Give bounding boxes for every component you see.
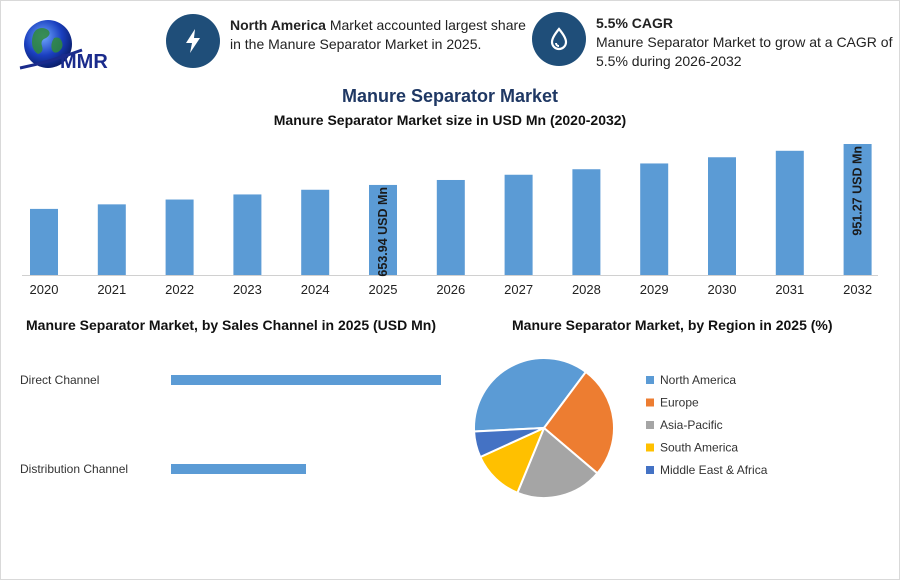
bar-2023 (233, 194, 262, 275)
legend-swatch (646, 398, 654, 407)
bar-2025 (369, 184, 397, 275)
info-cagr: 5.5% CAGR Manure Separator Market to grow… (532, 12, 896, 71)
bar-2027 (504, 174, 533, 275)
legend-label: Middle East & Africa (660, 463, 768, 477)
pie-slice-middle-east-africa (473, 427, 545, 459)
growth-icon (532, 12, 586, 66)
channel-label: Distribution Channel (20, 462, 128, 476)
bar-2026 (436, 179, 465, 275)
sales-channel-title: Manure Separator Market, by Sales Channe… (26, 317, 437, 333)
x-tick-label: 2029 (640, 282, 669, 297)
mmr-logo: MMR (19, 20, 108, 73)
legend-swatch (646, 376, 654, 384)
x-tick-label: 2023 (233, 282, 262, 297)
pie-slice-europe (542, 370, 615, 475)
market-size-bar-chart: 2020 2021 2022 2023 2024 2025 653.94 USD Mn 202… (22, 144, 878, 297)
lightning-icon (166, 14, 220, 68)
bar-2024 (301, 189, 330, 275)
x-tick-label: 2030 (708, 282, 737, 297)
x-tick-label: 2028 (572, 282, 601, 297)
legend-label: North America (660, 373, 736, 387)
data-label-2032: 951.27 USD Mn (851, 146, 865, 236)
channel-bar-0 (171, 375, 441, 385)
sales-channel-bar-chart: Direct Channel Distribution Channel (20, 373, 441, 476)
chart-subtitle: Manure Separator Market size in USD Mn (… (273, 112, 627, 128)
bar-2032 (843, 144, 872, 275)
info-north-america: North America Market accounted largest s… (166, 14, 530, 68)
x-tick-label: 2032 (843, 282, 872, 297)
legend-swatch (646, 443, 654, 452)
channel-bar-1 (171, 464, 306, 474)
bar-2029 (640, 163, 669, 275)
bar-2021 (97, 204, 126, 275)
info-cagr-text: 5.5% CAGR Manure Separator Market to grow… (596, 15, 893, 69)
channel-label: Direct Channel (20, 373, 99, 387)
pie-slice-north-america (473, 357, 588, 433)
data-label-2025: 653.94 USD Mn (376, 187, 390, 277)
x-tick-label: 2031 (775, 282, 804, 297)
legend-label: Asia-Pacific (660, 418, 723, 432)
x-tick-label: 2020 (30, 282, 59, 297)
bar-2020 (30, 208, 58, 275)
region-pie-chart: North America Europe Asia-Pacific South Ame… (473, 357, 768, 499)
region-pie-title: Manure Separator Market, by Region in 20… (512, 317, 833, 333)
x-tick-label: 2027 (504, 282, 533, 297)
legend-label: Europe (660, 396, 699, 410)
legend-swatch (646, 421, 654, 429)
bar-2028 (572, 169, 601, 275)
x-tick-label: 2021 (97, 282, 126, 297)
info-north-america-text: North America Market accounted largest s… (230, 17, 526, 52)
x-tick-label: 2022 (165, 282, 194, 297)
bar-2031 (775, 150, 804, 275)
bar-2022 (165, 199, 194, 275)
x-tick-label: 2026 (436, 282, 465, 297)
legend-label: South America (660, 441, 738, 455)
chart-title: Manure Separator Market (341, 86, 559, 106)
legend-swatch (646, 466, 654, 474)
bar-2030 (708, 157, 736, 275)
x-tick-label: 2024 (301, 282, 330, 297)
x-tick-label: 2025 (369, 282, 398, 297)
svg-text:MMR: MMR (60, 51, 108, 73)
